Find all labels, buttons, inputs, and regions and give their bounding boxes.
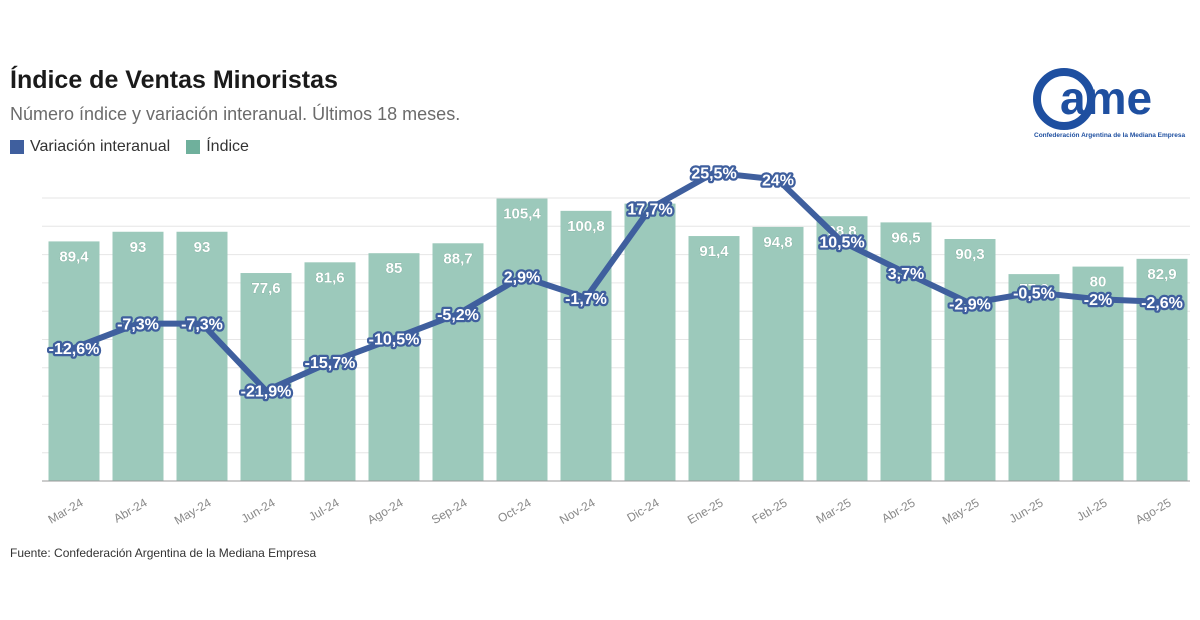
line-label: -7,3% <box>181 317 223 334</box>
x-tick-label: Jun-25 <box>1007 495 1046 526</box>
bar <box>816 216 868 481</box>
legend-item-indice: Índice <box>186 138 249 156</box>
legend-swatch-bar <box>186 140 201 154</box>
legend-label-variacion: Variación interanual <box>30 138 171 155</box>
legend-swatch-line <box>10 140 24 154</box>
bar <box>1008 274 1060 481</box>
line-label: 24% <box>762 173 794 190</box>
bar-label: 93 <box>130 239 147 256</box>
line-label: -7,3% <box>117 317 159 334</box>
bar-label: 96,5 <box>891 229 920 246</box>
bar-label: 80 <box>1090 274 1107 291</box>
line-label: -2,9% <box>949 296 991 313</box>
bar-label: 88,7 <box>443 250 472 267</box>
x-tick-label: Jul-25 <box>1074 495 1110 524</box>
line-label: 2,9% <box>504 270 540 287</box>
x-tick-label: Oct-24 <box>495 495 533 525</box>
x-tick-label: Mar-25 <box>814 495 854 526</box>
line-label: -21,9% <box>241 384 292 401</box>
bar <box>496 198 548 481</box>
bar-label: 89,4 <box>59 248 89 265</box>
bar-label: 94,8 <box>763 234 792 251</box>
x-tick-label: Mar-24 <box>46 495 86 526</box>
bar <box>432 243 484 481</box>
x-tick-label: Jul-24 <box>306 495 342 524</box>
line-label: 17,7% <box>627 202 672 219</box>
x-tick-label: Abr-24 <box>111 495 149 525</box>
line-label: -0,5% <box>1013 285 1055 302</box>
line-label: -12,6% <box>49 341 100 358</box>
bar <box>688 236 740 481</box>
x-tick-label: May-24 <box>172 495 214 527</box>
line-label: -10,5% <box>369 331 420 348</box>
line-label: 10,5% <box>819 235 864 252</box>
came-logo: ame <box>1033 68 1152 130</box>
logo-caption: Confederación Argentina de la Mediana Em… <box>1034 132 1186 139</box>
line-label: 3,7% <box>888 266 924 283</box>
bar <box>240 273 292 481</box>
legend-item-variacion: Variación interanual <box>10 138 170 156</box>
line-series <box>71 169 1165 394</box>
bar-label: 81,6 <box>315 269 344 286</box>
bar <box>944 238 996 481</box>
line-label: -5,2% <box>437 307 479 324</box>
x-tick-label: May-25 <box>940 495 982 527</box>
bar <box>752 226 804 481</box>
chart-title: Índice de Ventas Minoristas <box>10 66 338 94</box>
logo-ring-icon <box>1033 68 1095 130</box>
x-tick-label: Ene-25 <box>685 495 726 527</box>
bar <box>176 231 228 481</box>
bar-label: 105,4 <box>503 206 541 223</box>
bar-label: 85 <box>386 260 403 277</box>
line-label: -15,7% <box>305 355 356 372</box>
x-tick-label: Jun-24 <box>239 495 278 526</box>
legend-label-indice: Índice <box>206 138 249 155</box>
line-label: -1,7% <box>565 291 607 308</box>
bar-label: 91,4 <box>699 243 729 260</box>
x-tick-label: Ago-25 <box>1133 495 1174 527</box>
bar <box>368 253 420 481</box>
logo-text: ame <box>1060 72 1152 124</box>
chart-subtitle: Número índice y variación interanual. Úl… <box>10 104 461 124</box>
line-label: 25,5% <box>691 166 736 183</box>
bar-label: 77,6 <box>251 280 280 297</box>
x-tick-label: Ago-24 <box>365 495 406 527</box>
bar <box>112 231 164 481</box>
x-tick-label: Abr-25 <box>879 495 917 525</box>
bar-label: 82,9 <box>1147 266 1176 283</box>
source-note: Fuente: Confederación Argentina de la Me… <box>10 546 317 560</box>
x-tick-label: Feb-25 <box>750 495 790 526</box>
line-label: -2% <box>1084 292 1112 309</box>
x-tick-label: Nov-24 <box>557 495 598 527</box>
bar <box>48 241 100 481</box>
bar-label: 90,3 <box>955 246 984 263</box>
x-tick-label: Sep-24 <box>429 495 470 527</box>
bar-label: 93 <box>194 239 211 256</box>
bar <box>1136 258 1188 481</box>
bar <box>624 203 676 481</box>
bar-label: 100,8 <box>567 218 605 235</box>
x-tick-label: Dic-24 <box>624 495 661 525</box>
line-label: -2,6% <box>1141 295 1183 312</box>
legend: Variación interanual Índice <box>10 138 249 156</box>
bar <box>560 210 612 481</box>
